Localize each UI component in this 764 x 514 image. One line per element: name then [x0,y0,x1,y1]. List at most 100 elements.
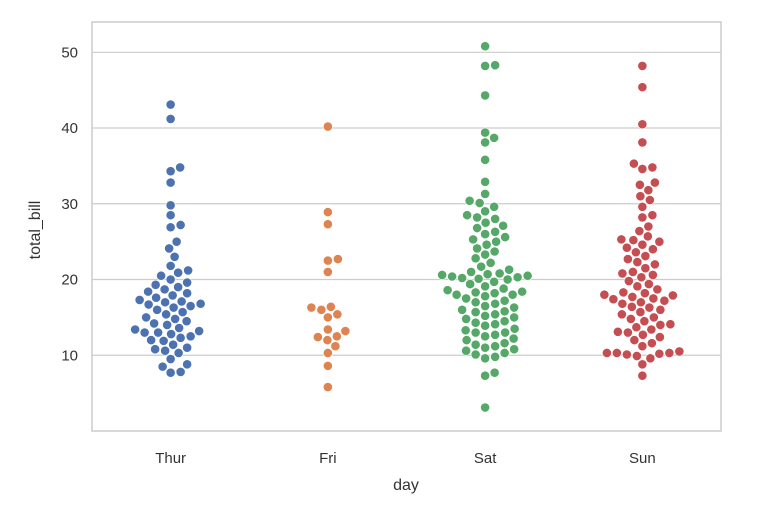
data-point [637,359,648,370]
data-point [470,349,481,360]
data-point [646,338,657,349]
data-point [655,320,666,330]
data-point [466,267,477,277]
data-point [480,291,491,302]
data-point [322,312,333,323]
data-point [332,309,343,320]
data-point [182,359,193,370]
data-point [460,325,471,336]
data-point [644,195,655,205]
data-point [150,279,161,290]
data-point [665,319,676,330]
data-point [322,121,333,132]
data-point [442,285,453,296]
data-point [480,61,491,71]
data-point [149,318,160,329]
data-point [659,295,670,306]
data-point [635,307,646,317]
data-point [168,302,179,313]
y-axis-label: total_bill [27,201,44,260]
data-point [480,281,491,292]
data-point [618,287,629,298]
data-point [517,286,528,297]
y-tick-label: 20 [61,272,78,289]
data-point [635,191,646,202]
data-point [330,341,341,352]
data-point [176,296,187,307]
data-point [322,360,333,371]
data-point [636,272,647,283]
data-point [664,348,675,358]
data-point [617,298,628,309]
data-point [332,254,343,264]
data-point [599,289,610,300]
data-point [499,316,510,327]
data-point [480,249,491,260]
data-point [480,127,491,138]
data-point [612,326,623,337]
data-point [639,288,650,299]
data-point [165,222,176,233]
data-point [630,247,641,258]
data-point [648,312,659,323]
data-point [480,90,491,101]
data-point [465,279,476,289]
data-point [480,176,491,187]
data-point [161,309,172,320]
data-point [642,231,653,242]
data-point [637,82,648,93]
data-point [143,286,154,297]
axis-ticks: 10 20 30 40 50 Thur Fri Sat Sun [61,44,655,467]
data-point [637,341,648,352]
y-tick-label: 50 [61,44,78,61]
data-point [480,41,491,52]
data-point [464,195,475,206]
data-point [451,289,462,300]
data-point [648,293,659,304]
data-point [470,297,481,308]
data-point [631,322,642,333]
data-point [489,132,500,143]
data-point [322,207,333,218]
x-axis-label: day [393,477,419,494]
data-point [512,272,523,283]
data-point [637,212,648,223]
data-point [498,220,509,231]
data-point [489,367,500,378]
data-point [472,243,483,254]
data-point [634,179,645,190]
data-point [160,297,171,308]
data-point [480,301,491,311]
data-point [171,236,182,247]
data-point [165,114,176,124]
data-point [174,323,185,333]
data-point [164,243,175,254]
data-point [322,382,333,392]
data-point [632,281,643,292]
data-point [181,316,192,327]
data-point [490,329,501,340]
data-point [167,290,178,301]
data-point [165,200,176,211]
data-point [489,276,500,287]
data-point [480,331,491,342]
data-point [490,341,501,352]
data-point [470,253,481,264]
data-point [485,257,496,268]
plot-border [91,21,722,432]
data-point [639,316,650,327]
data-point [182,342,193,353]
data-point [490,351,501,362]
data-point [645,353,656,364]
data-point [644,302,655,313]
data-point [195,298,206,309]
data-point [489,201,500,212]
data-points [130,41,685,413]
data-point [631,351,642,361]
data-point [322,348,333,358]
data-point [509,344,520,355]
data-point [500,232,511,243]
data-point [480,229,491,239]
data-point [637,61,648,71]
data-point [473,273,484,284]
